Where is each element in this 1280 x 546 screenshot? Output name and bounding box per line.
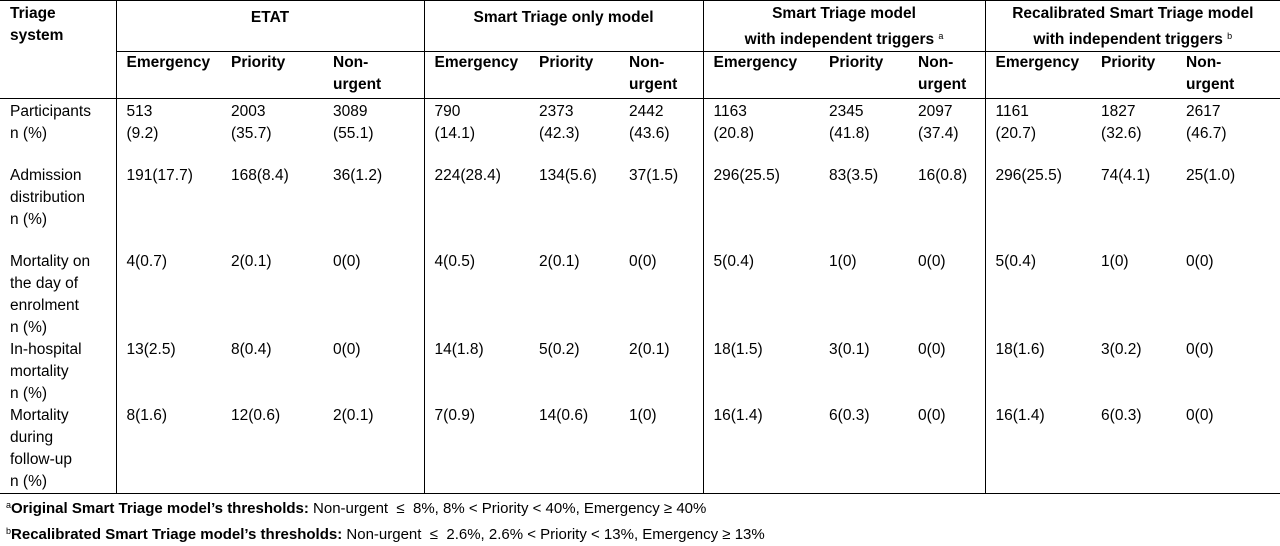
- table-cell: 2003 (35.7): [231, 103, 272, 142]
- table-cell: 191(17.7): [126, 167, 193, 184]
- table-cell: 6(0.3): [819, 405, 909, 494]
- table-row: Participants n (%) 513 (9.2) 2003 (35.7) 30…: [0, 98, 1280, 145]
- table-cell: 25(1.0): [1186, 167, 1236, 184]
- table-cell: 168(8.4): [231, 167, 289, 184]
- table-cell: 1161 (20.7): [995, 103, 1037, 142]
- table-cell: 16(1.4): [703, 405, 820, 494]
- table-cell: 4(0.5): [434, 253, 476, 270]
- table-cell: 296(25.5): [713, 167, 780, 184]
- row-label: Participants n (%): [0, 98, 117, 145]
- table-cell: 1(0): [829, 253, 857, 270]
- subheader-priority: Priority: [819, 51, 909, 99]
- row-label: Mortality during follow-up n (%): [0, 405, 117, 494]
- subheader-non-urgent: Non- urgent: [619, 51, 704, 99]
- subheader-priority: Priority: [529, 51, 620, 99]
- subheader-emergency: Emergency: [116, 51, 221, 99]
- table-cell: 2(0.1): [539, 253, 580, 270]
- table-cell: 37(1.5): [619, 145, 704, 231]
- table-cell: 2373 (42.3): [539, 103, 580, 142]
- table-cell: 2345 (41.8): [829, 103, 870, 142]
- table-cell: 3(0.2): [1101, 341, 1142, 358]
- subheader-priority: Priority: [221, 51, 323, 99]
- subheader-emergency: Emergency: [703, 51, 820, 99]
- table-cell: 3089 (55.1): [323, 98, 425, 145]
- subheader-non-urgent: Non- urgent: [323, 51, 425, 99]
- table-cell: 14(1.8): [434, 341, 484, 358]
- subheader-non-urgent: Non- urgent: [1176, 51, 1280, 99]
- table-cell: 16(0.8): [908, 145, 986, 231]
- table-cell: 0(0): [619, 231, 704, 339]
- table-cell: 0(0): [323, 231, 425, 339]
- table-cell: 18(1.6): [995, 341, 1045, 358]
- table-cell: 513 (9.2): [126, 103, 159, 142]
- table-cell: 2442 (43.6): [619, 98, 704, 145]
- table-cell: 1(0): [619, 405, 704, 494]
- table-row: In-hospital mortality n (%) 13(2.5) 8(0.4)…: [0, 339, 1280, 405]
- table-cell: 0(0): [323, 339, 425, 405]
- table-cell: 2(0.1): [323, 405, 425, 494]
- row-header-triage-system: Triage system: [0, 0, 117, 99]
- table-cell: 74(4.1): [1101, 167, 1151, 184]
- table-cell: 296(25.5): [995, 167, 1062, 184]
- table-cell: 8(1.6): [116, 405, 221, 494]
- group-header-etat: ETAT: [116, 0, 425, 52]
- table-cell: 790 (14.1): [434, 103, 476, 142]
- table-cell: 6(0.3): [1091, 405, 1177, 494]
- table-cell: 1163 (20.8): [713, 103, 755, 142]
- table-cell: 5(0.2): [539, 341, 580, 358]
- table-body: Participants n (%) 513 (9.2) 2003 (35.7) 30…: [0, 98, 1280, 494]
- footnote-a: aOriginal Smart Triage model’s threshold…: [6, 500, 707, 517]
- table-cell: 3(0.1): [829, 341, 870, 358]
- triage-table: Triage system ETAT Smart Triage only mod…: [0, 0, 1280, 494]
- table-cell: 83(3.5): [829, 167, 879, 184]
- table-cell: 5(0.4): [713, 253, 755, 270]
- table-cell: 5(0.4): [995, 253, 1037, 270]
- table-cell: 36(1.2): [323, 145, 425, 231]
- row-label: Mortality on the day of enrolment n (%): [0, 231, 117, 339]
- row-label: Admission distribution n (%): [0, 145, 117, 231]
- table-row: Mortality on the day of enrolment n (%) 4…: [0, 231, 1280, 339]
- table-cell: 1(0): [1101, 253, 1129, 270]
- table-row: Mortality during follow-up n (%) 8(1.6) 12…: [0, 405, 1280, 494]
- table-cell: 13(2.5): [126, 341, 176, 358]
- table-cell: 8(0.4): [231, 341, 272, 358]
- table-cell: 18(1.5): [713, 341, 763, 358]
- group-header-smart-triage-only: Smart Triage only model: [424, 0, 704, 52]
- table-cell: 4(0.7): [126, 253, 168, 270]
- table-cell: 0(0): [908, 339, 986, 405]
- row-label: In-hospital mortality n (%): [0, 339, 117, 405]
- table-cell: 0(0): [908, 231, 986, 339]
- subheader-priority: Priority: [1091, 51, 1177, 99]
- table-cell: 0(0): [1176, 405, 1280, 494]
- table-cell: 2617 (46.7): [1186, 103, 1227, 142]
- table-cell: 0(0): [908, 405, 986, 494]
- table-cell: 2(0.1): [619, 339, 704, 405]
- footnotes: aOriginal Smart Triage model’s threshold…: [0, 494, 1280, 546]
- subheader-non-urgent: Non- urgent: [908, 51, 986, 99]
- subheader-emergency: Emergency: [985, 51, 1092, 99]
- group-header-smart-triage-triggers: Smart Triage model with independent trig…: [703, 0, 986, 52]
- table-cell: 14(0.6): [529, 405, 620, 494]
- table-cell: 16(1.4): [985, 405, 1092, 494]
- group-header-recalibrated: Recalibrated Smart Triage model with ind…: [985, 0, 1280, 52]
- table-cell: 224(28.4): [434, 167, 501, 184]
- table-cell: 2097 (37.4): [908, 98, 986, 145]
- table-cell: 2(0.1): [231, 253, 272, 270]
- table-cell: 0(0): [1186, 341, 1214, 358]
- footnote-b: bRecalibrated Smart Triage model’s thres…: [6, 526, 765, 543]
- table-cell: 7(0.9): [424, 405, 530, 494]
- table-cell: 1827 (32.6): [1101, 103, 1142, 142]
- table-cell: 0(0): [1186, 253, 1214, 270]
- table-row: Admission distribution n (%) 191(17.7) 168…: [0, 145, 1280, 231]
- subheader-emergency: Emergency: [424, 51, 530, 99]
- table-cell: 12(0.6): [221, 405, 323, 494]
- table-cell: 134(5.6): [539, 167, 597, 184]
